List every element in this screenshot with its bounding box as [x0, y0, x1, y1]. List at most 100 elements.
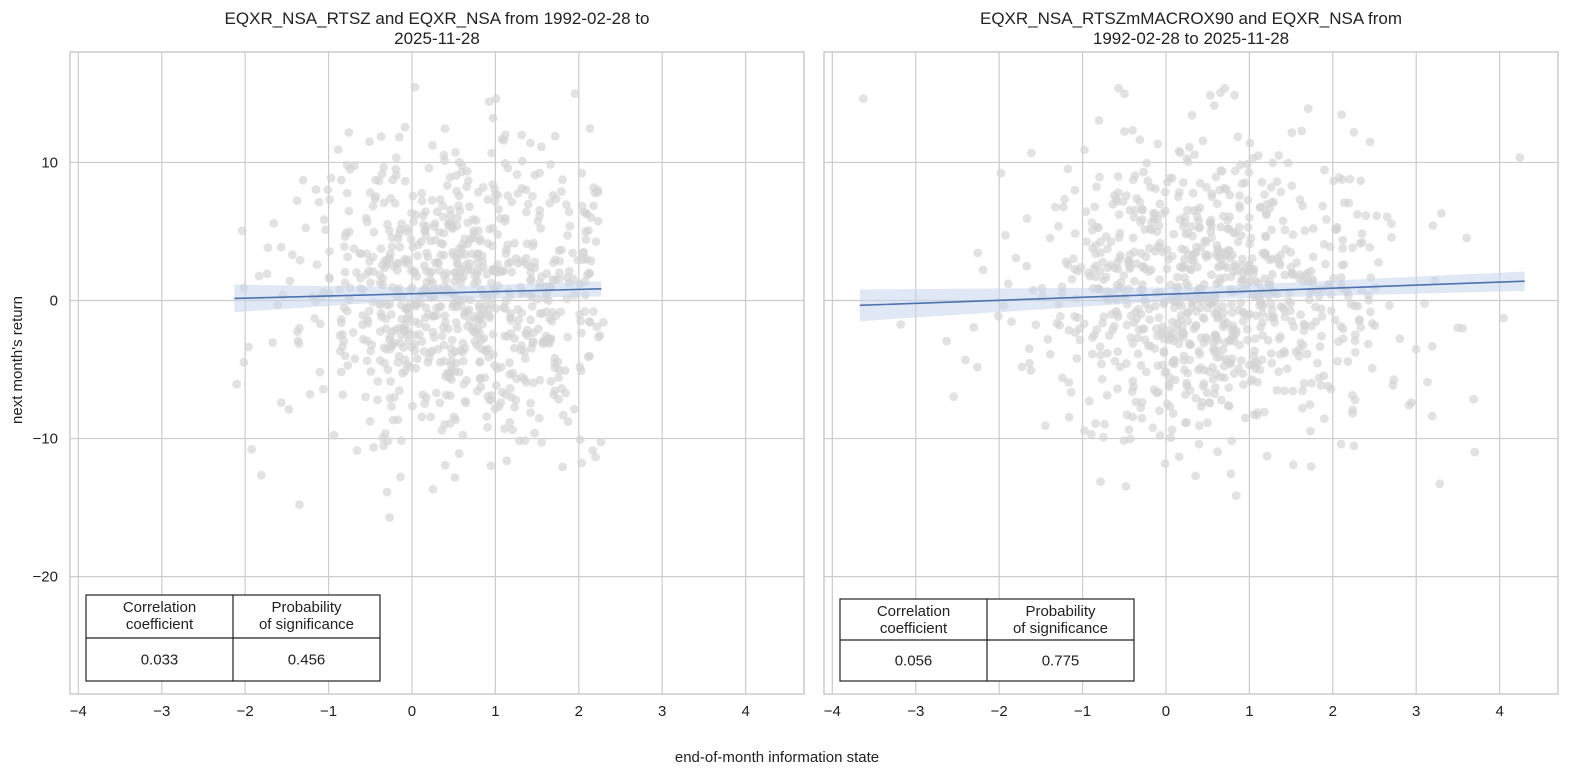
scatter-point: [1191, 307, 1201, 316]
scatter-point: [338, 390, 348, 400]
scatter-point: [592, 322, 602, 332]
scatter-point: [329, 430, 339, 440]
scatter-point: [415, 330, 424, 339]
scatter-point: [1114, 83, 1123, 93]
scatter-point: [432, 303, 441, 313]
scatter-point: [1515, 153, 1525, 162]
scatter-point: [361, 392, 370, 402]
scatter-point: [1113, 347, 1123, 356]
scatter-point: [460, 234, 470, 244]
scatter-point: [1113, 384, 1122, 393]
scatter-point: [369, 267, 378, 277]
scatter-point: [305, 389, 315, 399]
stats-table-header: Correlation: [123, 599, 196, 616]
scatter-point: [1180, 254, 1189, 264]
x-tick-label: −3: [153, 703, 170, 720]
scatter-point: [430, 258, 440, 267]
scatter-point: [491, 304, 501, 313]
scatter-point: [1183, 205, 1192, 215]
scatter-point: [1257, 355, 1267, 365]
scatter-point: [1307, 378, 1317, 388]
scatter-point: [469, 226, 479, 235]
scatter-point: [1063, 164, 1073, 174]
scatter-point: [1281, 244, 1291, 254]
scatter-point: [1188, 231, 1197, 241]
scatter-point: [343, 252, 352, 262]
scatter-point: [1237, 179, 1247, 189]
scatter-point: [1136, 217, 1145, 227]
scatter-point: [1207, 270, 1216, 280]
scatter-point: [1133, 333, 1143, 343]
scatter-point: [1208, 337, 1218, 347]
scatter-point: [1055, 311, 1065, 321]
scatter-point: [1180, 273, 1189, 282]
scatter-point: [1122, 191, 1131, 201]
scatter-point: [1364, 339, 1373, 349]
scatter-point: [484, 97, 494, 106]
scatter-point: [1272, 386, 1282, 395]
scatter-point: [1146, 182, 1155, 192]
scatter-point: [319, 384, 328, 394]
y-axis-label: next month's return: [9, 296, 26, 424]
scatter-point: [545, 198, 555, 208]
scatter-point: [1115, 251, 1125, 260]
scatter-point: [1243, 195, 1253, 205]
scatter-point: [949, 392, 958, 401]
scatter-point: [1164, 380, 1174, 389]
scatter-point: [1203, 418, 1212, 428]
scatter-point: [1031, 320, 1041, 330]
scatter-point: [438, 201, 448, 211]
scatter-point: [1142, 158, 1152, 168]
regression-line: [859, 280, 1525, 307]
scatter-point: [446, 360, 456, 370]
scatter-point: [1126, 333, 1136, 342]
scatter-point: [336, 318, 346, 328]
scatter-point: [1239, 308, 1248, 318]
scatter-point: [482, 412, 491, 421]
scatter-point: [1099, 275, 1108, 284]
scatter-point: [1348, 243, 1357, 253]
scatter-point: [1251, 311, 1261, 320]
scatter-point: [268, 338, 278, 347]
scatter-point: [1216, 247, 1225, 257]
scatter-point: [1090, 202, 1100, 212]
scatter-point: [439, 250, 449, 260]
scatter-point: [1367, 319, 1377, 328]
scatter-point: [1292, 258, 1301, 268]
scatter-point: [314, 197, 324, 207]
chart-title-line: EQXR_NSA_RTSZ and EQXR_NSA from 1992-02-…: [225, 9, 650, 28]
scatter-point: [1119, 271, 1129, 280]
scatter-point: [1158, 360, 1168, 370]
scatter-point: [505, 313, 515, 322]
scatter-point: [365, 188, 375, 198]
scatter-point: [472, 258, 482, 268]
scatter-point: [385, 254, 395, 263]
scatter-point: [1061, 257, 1071, 267]
scatter-point: [439, 340, 449, 350]
scatter-point: [276, 398, 286, 408]
scatter-point: [382, 487, 392, 497]
chart-title-line: EQXR_NSA_RTSZmMACROX90 and EQXR_NSA from: [980, 9, 1402, 28]
scatter-point: [1233, 132, 1243, 142]
scatter-point: [368, 201, 378, 211]
scatter-point: [452, 221, 462, 231]
scatter-point: [1060, 194, 1069, 204]
scatter-point: [530, 428, 539, 438]
scatter-point: [1305, 400, 1315, 410]
scatter-point: [419, 347, 429, 356]
scatter-point: [1064, 412, 1074, 422]
scatter-point: [459, 311, 469, 320]
scatter-point: [1160, 459, 1170, 469]
scatter-point: [406, 234, 416, 244]
scatter-point: [497, 387, 507, 397]
scatter-point: [1125, 434, 1135, 444]
scatter-point: [1279, 305, 1289, 315]
scatter-point: [1355, 239, 1365, 248]
scatter-point: [1099, 432, 1108, 442]
scatter-point: [362, 356, 372, 366]
scatter-point: [1097, 359, 1106, 369]
scatter-point: [1183, 308, 1192, 318]
scatter-point: [384, 226, 394, 235]
scatter-point: [978, 265, 988, 275]
scatter-point: [487, 241, 497, 251]
